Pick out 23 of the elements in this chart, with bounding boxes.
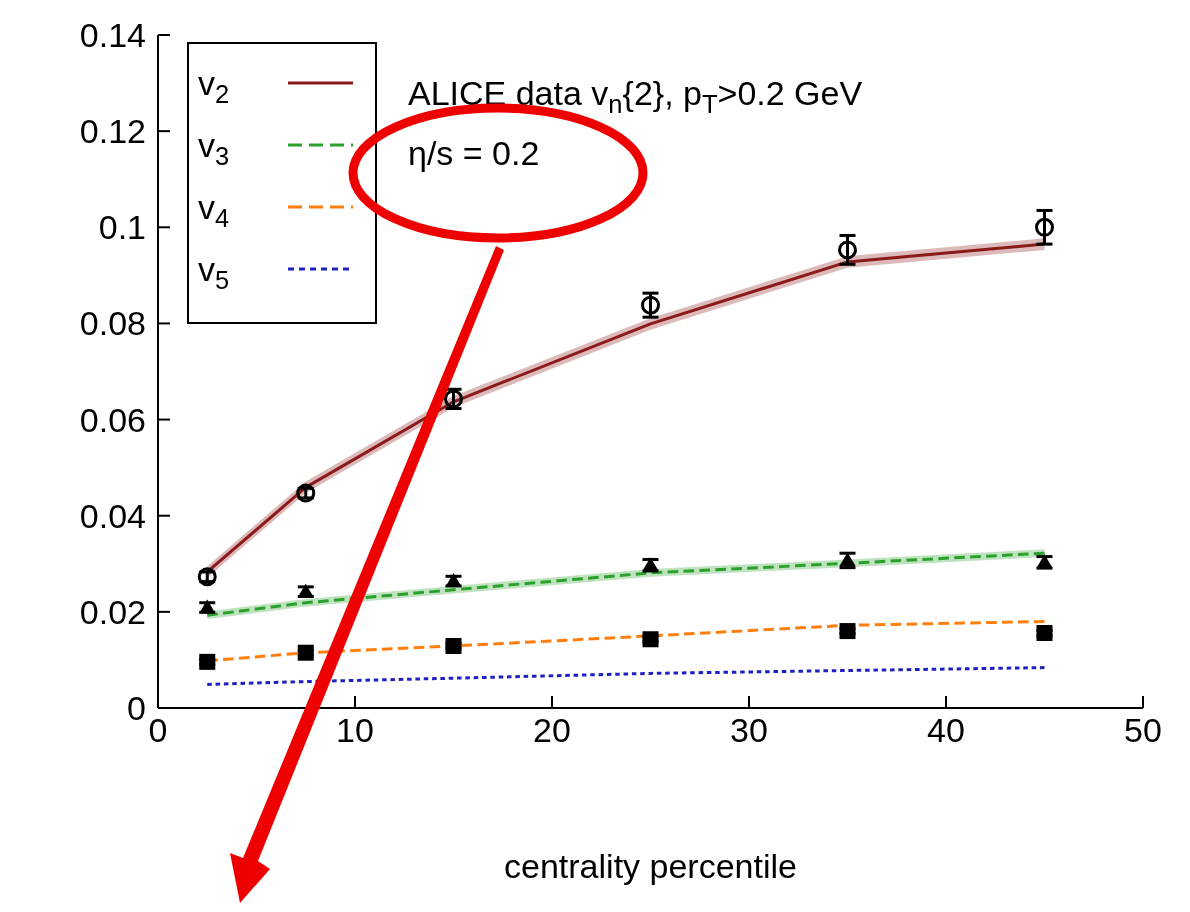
- x-tick-label: 20: [533, 711, 571, 750]
- annotation: η/s = 0.2: [408, 134, 540, 172]
- y-tick-label: 0.08: [79, 304, 146, 343]
- x-tick-label: 50: [1124, 711, 1162, 750]
- x-tick-label: 10: [336, 711, 374, 750]
- line-series: [205, 666, 1046, 686]
- legend-label: v$_{4}$: [198, 188, 230, 232]
- y-tick-label: 0.12: [79, 112, 146, 151]
- x-tick-label: 40: [927, 711, 965, 750]
- y-tick-label: 0.06: [79, 400, 146, 439]
- x-axis-title: centrality percentile: [504, 847, 797, 885]
- annotation: ALICE data v$_{n}${2}, p$_{T}$>0.2 GeV: [408, 74, 863, 118]
- y-tick-label: 0.1: [98, 208, 146, 247]
- point: [1035, 217, 1054, 237]
- point: [641, 295, 660, 315]
- point: [838, 240, 857, 260]
- x-tick-label: 30: [730, 711, 768, 750]
- legend-label: v$_{5}$: [198, 250, 230, 294]
- y-tick-label: 0.04: [79, 496, 146, 535]
- legend-label: v$_{2}$: [198, 64, 230, 108]
- legend-label: v$_{3}$: [198, 126, 230, 170]
- y-tick-label: 0.14: [79, 16, 146, 55]
- y-tick-label: 0.02: [79, 592, 146, 631]
